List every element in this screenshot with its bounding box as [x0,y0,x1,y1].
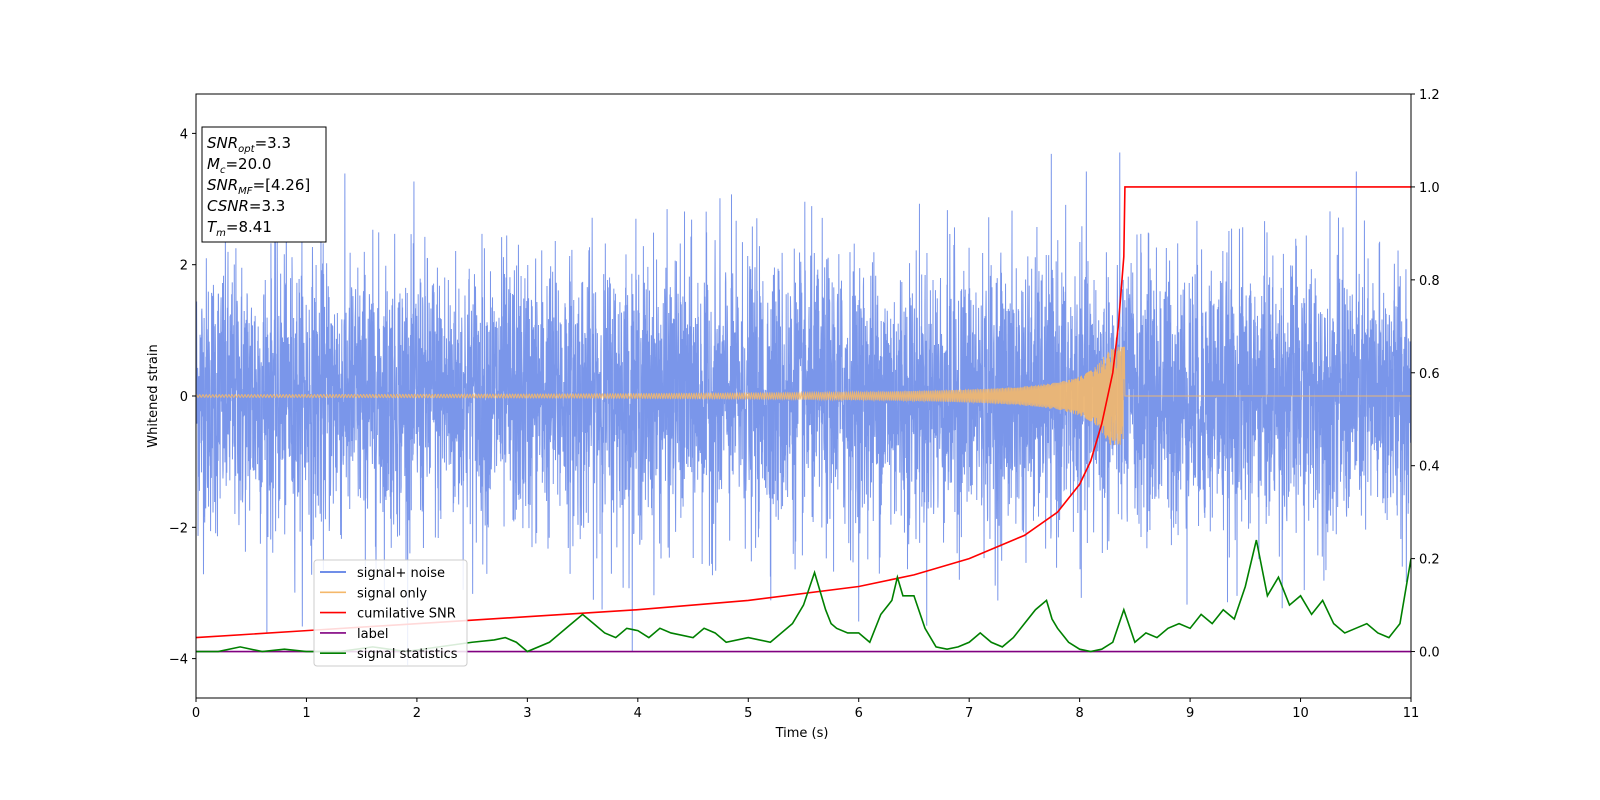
x-tick-label: 1 [302,706,310,721]
x-tick-label: 11 [1403,706,1420,721]
x-tick-label: 9 [1186,706,1194,721]
x-tick-label: 10 [1292,706,1309,721]
annotation-value: =3.3 [255,134,291,152]
legend-item: signal+ noise [320,566,445,581]
annotation-label: M [207,155,220,173]
annotation-box: SNRopt=3.3Mc=20.0SNRMF=[4.26]CSNR=3.3Tm=… [201,126,327,243]
x-tick-label: 2 [413,706,421,721]
series-signal-noise-line [196,152,1411,666]
x-axis-label: Time (s) [775,726,829,741]
y-right-tick-label: 0.8 [1419,274,1440,289]
annotation-lines: SNRopt=3.3Mc=20.0SNRMF=[4.26]CSNR=3.3Tm=… [207,134,310,239]
y-left-tick-label: −4 [169,653,188,668]
y-left-tick-label: 4 [180,127,188,142]
y-right-tick-label: 0.0 [1419,646,1440,661]
annotation-value: =20.0 [225,155,271,173]
annotation-value: =8.41 [226,218,272,236]
y-axis-left: 4 2 0 −2 −4 [169,127,196,668]
annotation-line: SNRopt=3.3 [207,134,291,155]
x-tick-label: 3 [523,706,531,721]
legend-items: signal+ noise signal only cumilative SNR la… [320,566,458,662]
annotation-subscript: opt [238,144,255,155]
y-right-tick-label: 1.2 [1419,88,1440,103]
x-tick-label: 8 [1075,706,1083,721]
y-right-tick-label: 0.2 [1419,553,1440,568]
x-axis: 0 1 2 3 4 5 6 7 8 9 10 11 [192,698,1419,721]
y-left-tick-label: −2 [169,521,188,536]
annotation-value: =3.3 [249,197,285,215]
legend-item: signal statistics [320,647,458,662]
x-tick-label: 5 [744,706,752,721]
legend: signal+ noise signal only cumilative SNR la… [313,559,468,667]
annotation-line: Mc=20.0 [207,155,271,176]
x-tick-label: 4 [634,706,642,721]
annotation-line: SNRMF=[4.26] [207,176,310,197]
y-right-tick-label: 0.6 [1419,367,1440,382]
legend-label: signal statistics [357,647,458,662]
x-tick-label: 0 [192,706,200,721]
legend-label: signal+ noise [357,566,445,581]
legend-item: signal only [320,586,427,601]
y-right-tick-label: 0.4 [1419,460,1440,475]
annotation-subscript: c [220,165,226,176]
annotation-line: Tm=8.41 [207,218,272,239]
legend-item: cumilative SNR [320,607,456,622]
series-signal-statistics-line [196,539,1411,653]
annotation-label: T [207,218,218,236]
y-right-tick-label: 1.0 [1419,181,1440,196]
annotation-subscript: m [216,228,226,239]
legend-frame [313,559,468,667]
y-left-tick-label: 0 [180,390,188,405]
annotation-subscript: MF [238,186,253,197]
y-axis-label: Whitened strain [146,344,161,447]
annotation-label: SNR [207,134,238,152]
legend-item: label [320,627,388,642]
annotation-box-frame [201,126,327,243]
x-tick-label: 6 [855,706,863,721]
annotation-label: SNR [207,176,238,194]
y-axis-right: 1.2 1.0 0.8 0.6 0.4 0.2 0.0 [1411,88,1440,661]
series-cumulative-snr-line [196,186,1411,639]
annotation-label: CSNR [207,197,249,215]
legend-label: label [357,627,388,642]
legend-label: cumilative SNR [357,607,456,622]
x-tick-label: 7 [965,706,973,721]
annotation-line: CSNR=3.3 [207,197,285,215]
series-signal-only-line [196,346,1411,446]
y-left-tick-label: 2 [180,259,188,274]
legend-label: signal only [357,586,427,601]
annotation-value: =[4.26] [253,176,311,194]
